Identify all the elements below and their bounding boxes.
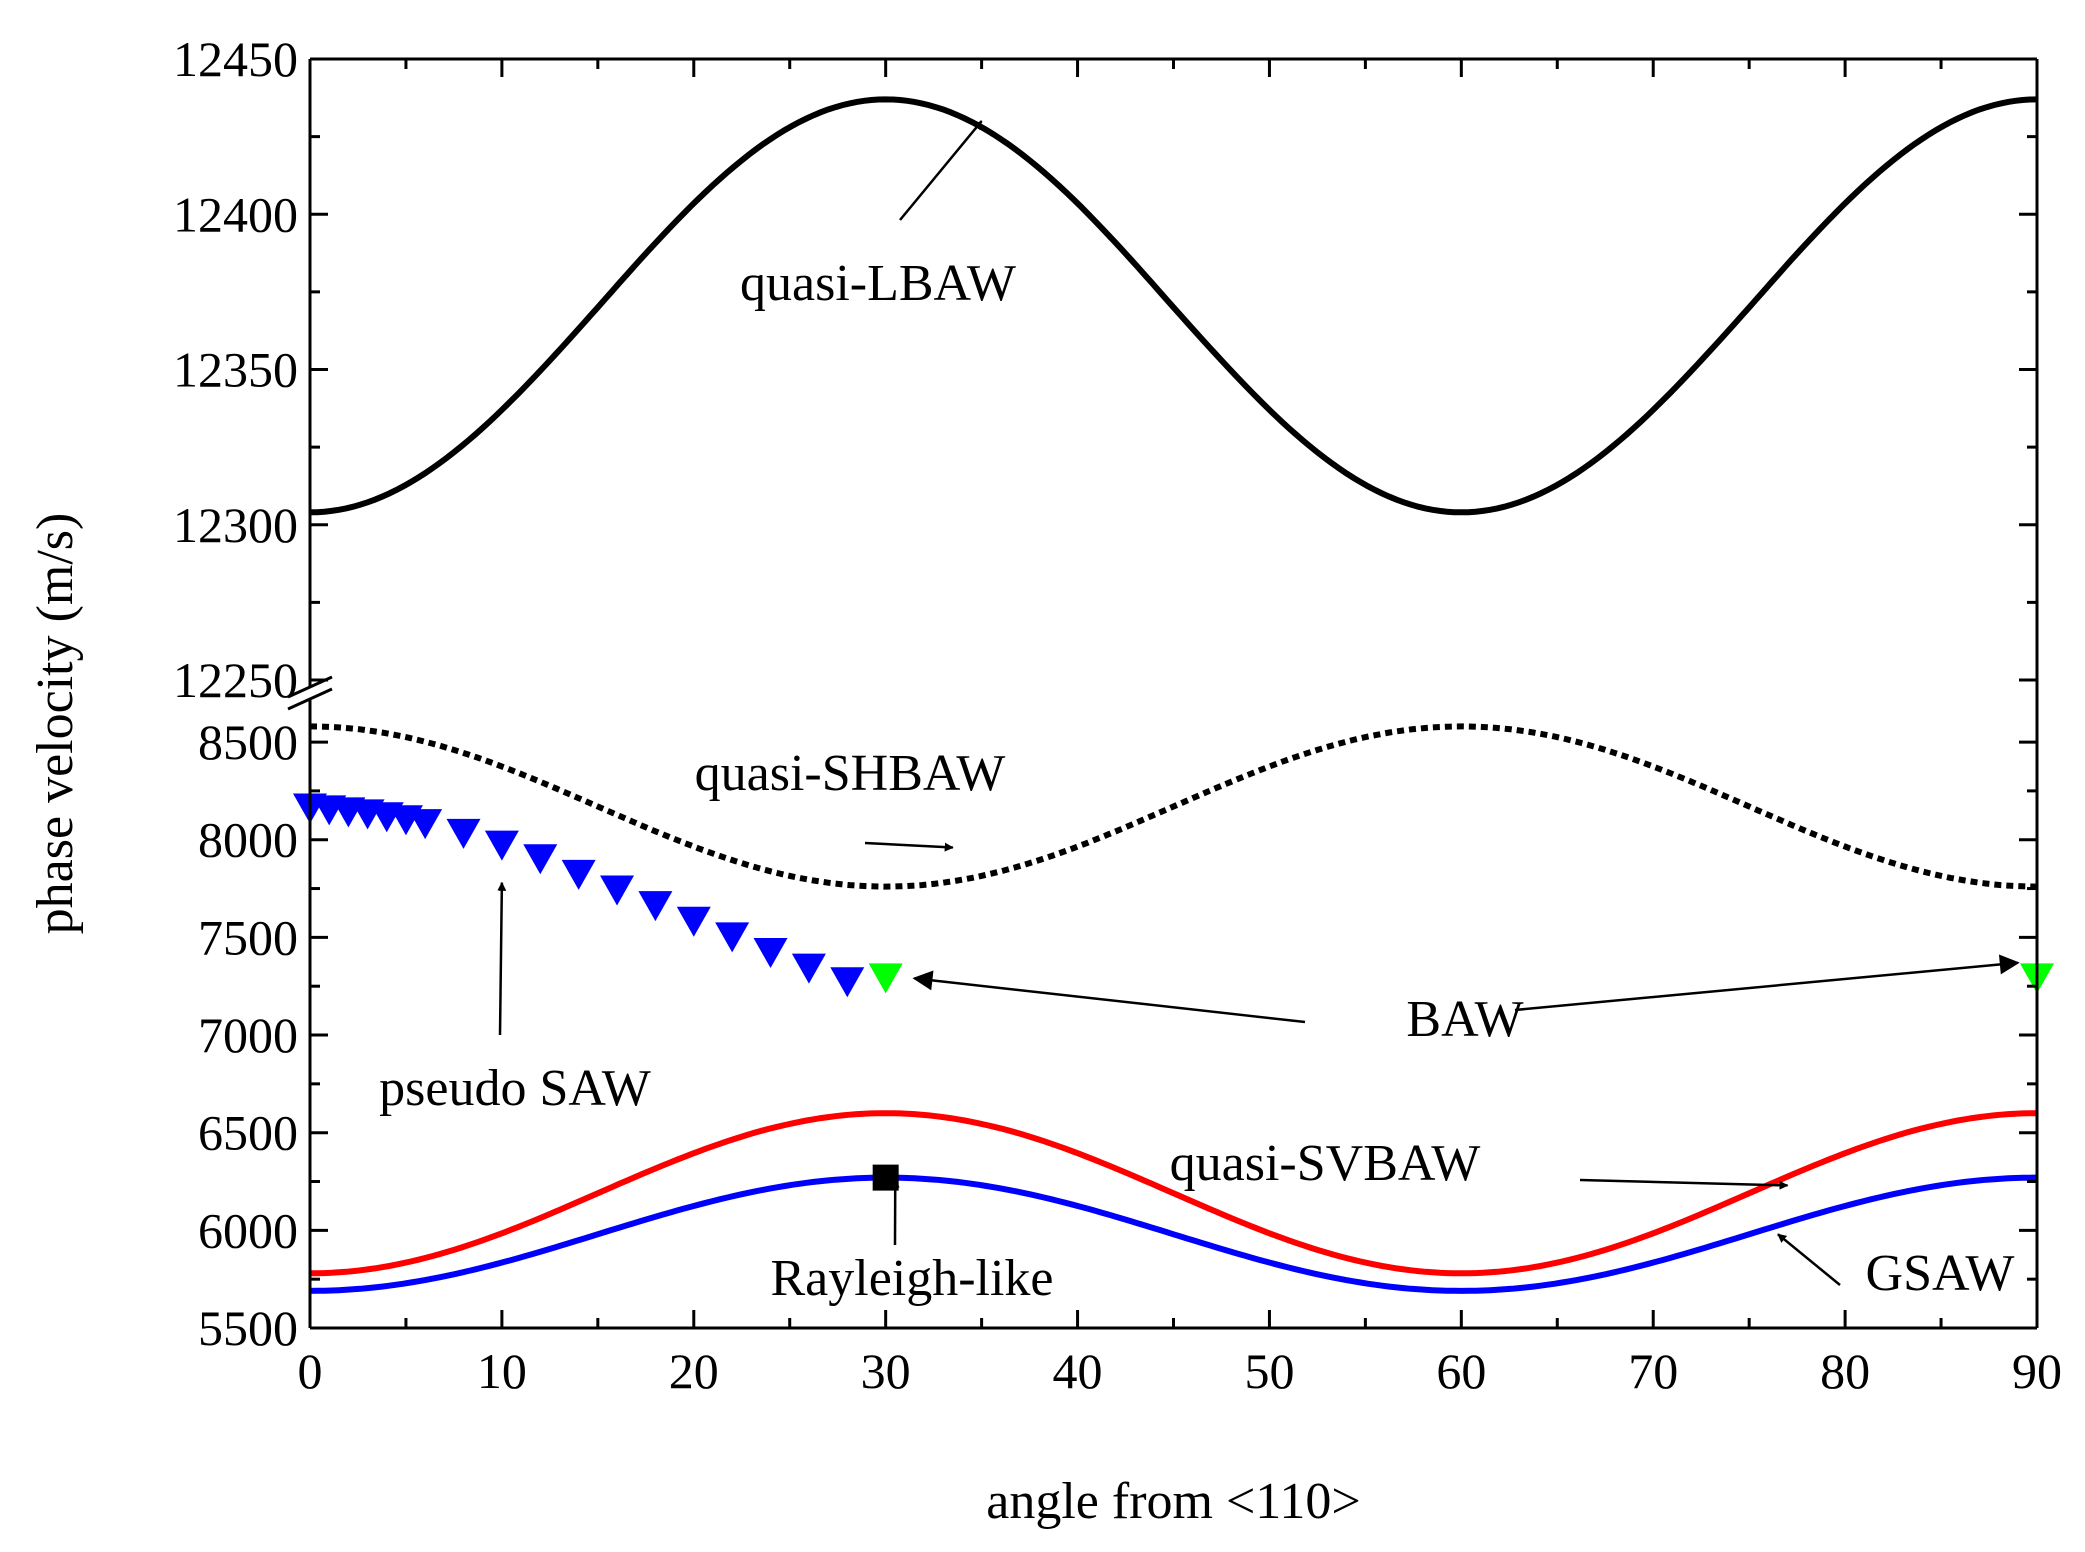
y-tick-label: 12300 bbox=[173, 497, 298, 553]
marker-baw bbox=[868, 963, 903, 994]
annotation-arrow-quasi-svbaw bbox=[1579, 1178, 1789, 1190]
y-tick-label: 12250 bbox=[173, 652, 298, 708]
y-tick-label: 6000 bbox=[198, 1202, 298, 1258]
y-tick-label: 8500 bbox=[198, 714, 298, 770]
x-tick-label: 90 bbox=[2012, 1343, 2062, 1399]
x-axis-title: angle from <110> bbox=[986, 1473, 1360, 1530]
series-line-quasi-shbaw bbox=[309, 723, 2038, 890]
marker-pseudo-saw bbox=[753, 938, 788, 968]
x-tick-label: 10 bbox=[477, 1343, 527, 1399]
annotation-label-rayleigh-like: Rayleigh-like bbox=[770, 1250, 1053, 1307]
marker-pseudo-saw bbox=[408, 809, 443, 840]
marker-pseudo-saw bbox=[523, 844, 558, 875]
x-tick-label: 50 bbox=[1244, 1343, 1294, 1399]
x-tick-label: 20 bbox=[669, 1343, 719, 1399]
marker-pseudo-saw bbox=[600, 875, 635, 906]
axes-layer: 0 10 20 30 40 50 60 70 80 90 12250 12300 12350 12400 1… bbox=[27, 31, 2062, 1530]
y-tick-label: 5500 bbox=[198, 1300, 298, 1356]
y-tick-label: 6500 bbox=[198, 1105, 298, 1161]
y-axis-title: phase velocity (m/s) bbox=[27, 513, 84, 935]
x-tick-label: 70 bbox=[1628, 1343, 1678, 1399]
x-tick-label: 30 bbox=[861, 1343, 911, 1399]
marker-pseudo-saw bbox=[715, 922, 750, 953]
annotation-arrow-quasi-shbaw bbox=[864, 841, 954, 852]
annotation-arrow-baw bbox=[1514, 954, 2020, 1012]
annotation-label-quasi-svbaw: quasi-SVBAW bbox=[1170, 1135, 1481, 1192]
annotation-arrow-pseudo-saw bbox=[497, 881, 507, 1036]
y-tick-label: 7000 bbox=[198, 1007, 298, 1063]
x-tick-label: 60 bbox=[1436, 1343, 1486, 1399]
y-tick-label: 7500 bbox=[198, 909, 298, 965]
y-tick-label: 8000 bbox=[198, 812, 298, 868]
annotation-label-quasi-shbaw: quasi-SHBAW bbox=[695, 745, 1006, 802]
y-tick-label: 12400 bbox=[173, 186, 298, 242]
marker-pseudo-saw bbox=[561, 859, 596, 890]
marker-pseudo-saw bbox=[484, 830, 519, 861]
marker-pseudo-saw bbox=[791, 953, 826, 984]
series-line-quasi-svbaw bbox=[310, 1110, 2037, 1277]
x-tick-label: 80 bbox=[1820, 1343, 1870, 1399]
series-line-quasi-lbaw bbox=[309, 96, 2038, 516]
annotation-label-baw: BAW bbox=[1406, 991, 1523, 1048]
annotation-arrow-gsaw bbox=[1777, 1233, 1841, 1286]
x-tick-label: 0 bbox=[298, 1343, 323, 1399]
annotation-layer: quasi-LBAW quasi-SHBAW pseudo SAW BAW quasi-… bbox=[379, 120, 2020, 1307]
y-tick-label: 12450 bbox=[173, 31, 298, 87]
annotation-label-pseudo-saw: pseudo SAW bbox=[379, 1060, 651, 1117]
marker-pseudo-saw bbox=[638, 891, 673, 922]
annotation-arrow-baw bbox=[912, 970, 1306, 1024]
marker-pseudo-saw bbox=[676, 906, 711, 937]
annotation-label-gsaw: GSAW bbox=[1866, 1245, 2015, 1302]
y-tick-label: 12350 bbox=[173, 342, 298, 398]
annotation-label-quasi-lbaw: quasi-LBAW bbox=[740, 255, 1016, 312]
x-tick-label: 40 bbox=[1053, 1343, 1103, 1399]
series-layer bbox=[293, 96, 2054, 1294]
annotation-arrow-quasi-lbaw bbox=[899, 120, 983, 221]
marker-pseudo-saw bbox=[446, 818, 481, 849]
marker-pseudo-saw bbox=[830, 967, 865, 998]
axis-break-mark bbox=[287, 687, 333, 711]
series-line-gsaw bbox=[309, 1174, 2038, 1294]
